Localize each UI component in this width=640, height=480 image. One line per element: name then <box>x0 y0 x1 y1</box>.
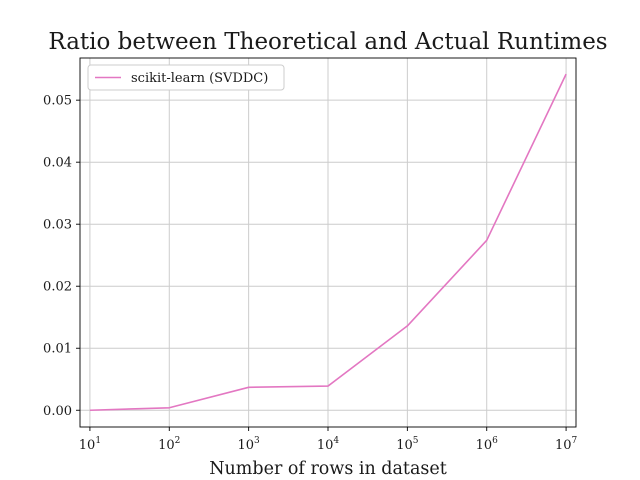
x-tick-base: 10 <box>79 438 96 453</box>
x-tick-exponent: 7 <box>571 436 577 446</box>
x-tick-base: 10 <box>396 438 413 453</box>
x-tick-base: 10 <box>476 438 493 453</box>
x-tick-exponent: 3 <box>254 436 260 446</box>
x-tick-base: 10 <box>158 438 175 453</box>
y-tick-label: 0.04 <box>43 156 72 171</box>
legend: scikit-learn (SVDDC) <box>87 64 285 91</box>
y-tick-label: 0.03 <box>43 218 72 233</box>
x-tick-label: 103 <box>237 436 260 453</box>
y-tick-label: 0.00 <box>43 404 72 419</box>
chart-title: Ratio between Theoretical and Actual Run… <box>48 29 607 55</box>
x-tick-exponent: 5 <box>413 436 419 446</box>
x-tick-label: 102 <box>158 436 180 453</box>
x-tick-label: 106 <box>476 436 499 453</box>
x-tick-exponent: 1 <box>95 436 101 446</box>
x-tick-exponent: 4 <box>333 436 339 446</box>
x-tick-base: 10 <box>555 438 572 453</box>
series-layer <box>89 73 567 412</box>
legend-entry-label: scikit-learn (SVDDC) <box>131 71 268 86</box>
x-axis-label: Number of rows in dataset <box>209 459 447 479</box>
ticks: 101 102 103 104 105 106 1070.000.010.020.030.0… <box>43 94 577 453</box>
x-tick-base: 10 <box>237 438 254 453</box>
y-tick-label: 0.05 <box>43 94 72 109</box>
y-tick-label: 0.02 <box>43 280 72 295</box>
legend-box <box>87 64 285 91</box>
series-line <box>89 73 567 412</box>
x-tick-label: 101 <box>79 436 101 453</box>
x-tick-label: 104 <box>317 436 340 453</box>
grid <box>80 58 576 427</box>
x-tick-base: 10 <box>317 438 334 453</box>
y-tick-label: 0.01 <box>43 342 72 357</box>
x-tick-exponent: 2 <box>175 436 181 446</box>
x-tick-exponent: 6 <box>492 436 498 446</box>
x-tick-label: 105 <box>396 436 419 453</box>
x-tick-label: 107 <box>555 436 578 453</box>
